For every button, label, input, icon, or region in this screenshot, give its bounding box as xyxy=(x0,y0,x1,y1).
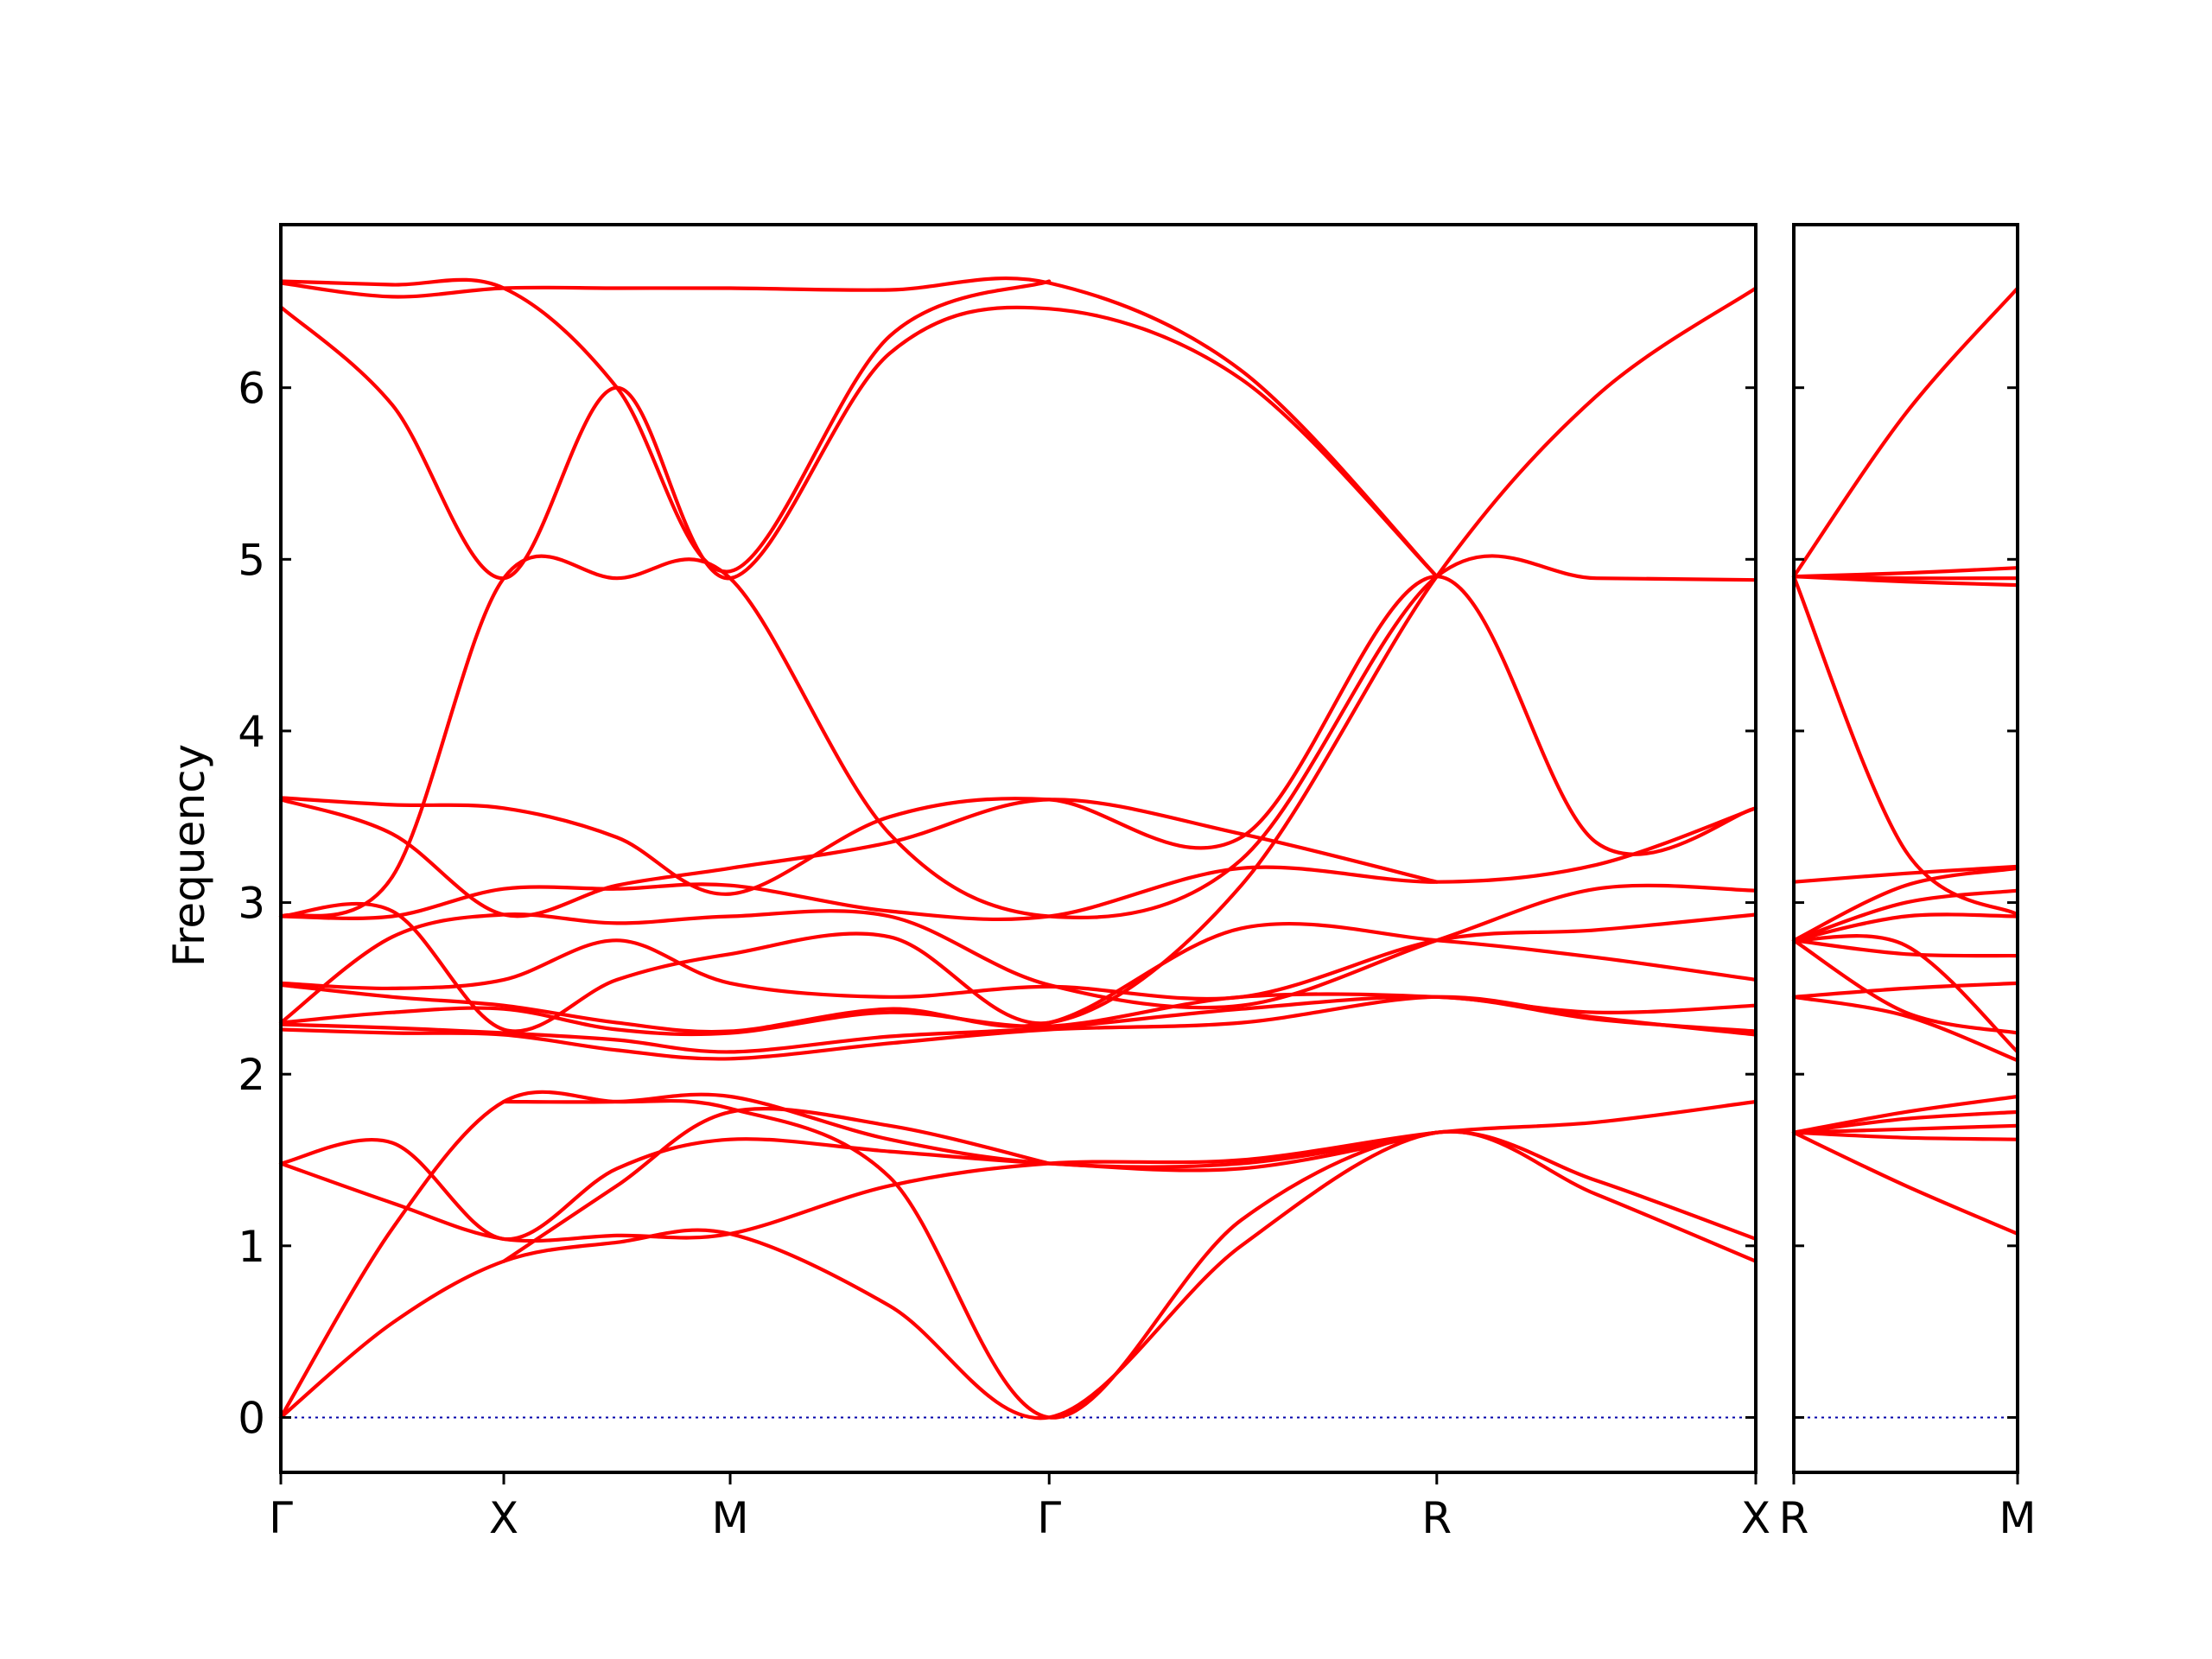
phonon-band-right-3 xyxy=(1791,1123,2020,1135)
phonon-band-right-14 xyxy=(1791,864,2020,884)
phonon-band-main-20 xyxy=(278,277,1052,574)
phonon-band-right-7 xyxy=(1791,981,2020,999)
phonon-band-right-8 xyxy=(1791,938,2020,1035)
x-tick-label-Γ: Γ xyxy=(1037,1493,1061,1543)
phonon-band-right-5 xyxy=(1791,1094,2020,1135)
phonon-band-main-13 xyxy=(278,806,1758,922)
phonon-band-right-6 xyxy=(1791,995,2020,1063)
y-tick-label: 2 xyxy=(238,1050,265,1100)
y-tick-label: 0 xyxy=(238,1393,265,1443)
x-tick-label-M: M xyxy=(1999,1493,2036,1543)
phonon-band-main-18 xyxy=(278,305,1439,581)
phonon-band-right-10 xyxy=(1791,938,2020,958)
y-tick-label: 5 xyxy=(238,535,265,585)
phonon-band-right-11 xyxy=(1791,912,2020,943)
phonon-band-main-11 xyxy=(278,912,1758,1001)
y-tick-label: 6 xyxy=(238,364,265,414)
phonon-band-main-1 xyxy=(278,1129,1758,1421)
phonon-band-main-14 xyxy=(278,798,1439,918)
y-tick-label: 3 xyxy=(238,879,265,929)
phonon-band-main-5 xyxy=(501,1092,1439,1169)
phonon-band-right-12 xyxy=(1791,888,2020,943)
x-tick-label-R: R xyxy=(1421,1493,1452,1543)
main-panel: 0 1 2 3 4 5 6 Γ X M Γ R X xyxy=(238,223,1770,1543)
phonon-band-right-15 xyxy=(1791,575,2020,917)
phonon-band-main-3 xyxy=(278,1099,1758,1243)
phonon-band-right-2 xyxy=(1791,1130,2020,1141)
phonon-band-right-1 xyxy=(1791,1130,2020,1236)
x-tick-label-X: X xyxy=(1741,1493,1770,1543)
axes-frame-right xyxy=(1792,223,2019,1474)
phonon-band-right-19 xyxy=(1791,286,2020,579)
x-tick-label-R: R xyxy=(1779,1493,1809,1543)
x-tick-label-Γ: Γ xyxy=(269,1493,293,1543)
x-tick-label-X: X xyxy=(489,1493,518,1543)
y-tick-label: 1 xyxy=(238,1222,265,1272)
phonon-band-right-9 xyxy=(1791,934,2020,1054)
axes-frame-main xyxy=(279,223,1758,1474)
phonon-band-main-10 xyxy=(278,921,1758,1034)
phonon-band-main-2 xyxy=(278,1090,1758,1420)
phonon-band-main-6 xyxy=(501,1106,1052,1263)
phonon-band-main-19 xyxy=(278,276,1439,579)
phonon-band-main-4 xyxy=(278,1130,1439,1242)
phonon-band-main-16 xyxy=(278,286,1758,1033)
phonon-band-right-13 xyxy=(1791,866,2020,943)
phonon-band-main-17 xyxy=(278,554,1758,919)
x-tick-label-M: M xyxy=(711,1493,748,1543)
phonon-band-main-12 xyxy=(278,883,1758,1025)
y-axis-title: Frequency xyxy=(164,744,214,967)
y-tick-label: 4 xyxy=(238,707,265,757)
phonon-band-right-18 xyxy=(1791,566,2020,579)
phonon-band-main-15 xyxy=(278,575,1758,896)
